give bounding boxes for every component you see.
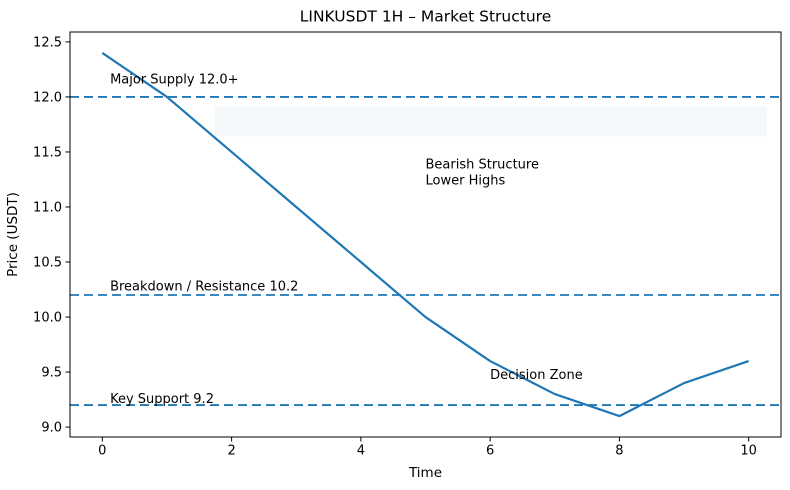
- y-tick-label-2: 10.0: [33, 311, 62, 326]
- x-tick-label-1: 2: [227, 444, 235, 459]
- faint-supply-band: [214, 106, 767, 137]
- x-tick-label-5: 10: [740, 444, 757, 459]
- price-line-0: [101, 52, 750, 418]
- y-tick-label-3: 10.5: [33, 256, 62, 271]
- bearish-structure-note-line-0: Bearish Structure: [426, 157, 539, 172]
- level-label-0: Major Supply 12.0+: [110, 73, 239, 88]
- y-tick-label-5: 11.5: [33, 145, 62, 160]
- y-tick-label-0: 9.0: [41, 421, 62, 436]
- level-label-1: Breakdown / Resistance 10.2: [110, 280, 298, 295]
- decision-zone-note: Decision Zone: [490, 368, 583, 383]
- plot-area: Major Supply 12.0+ Breakdown / Resistance…: [33, 31, 782, 459]
- x-tick-label-2: 4: [357, 444, 365, 459]
- x-tick-label-0: 0: [98, 444, 106, 459]
- y-axis-label: Price (USDT): [5, 192, 21, 277]
- level-label-2: Key Support 9.2: [110, 392, 214, 407]
- bearish-structure-note: Bearish Structure Lower Highs: [426, 157, 539, 188]
- decision-zone-note-line-0: Decision Zone: [490, 368, 583, 383]
- bearish-structure-note-line-1: Lower Highs: [426, 173, 506, 188]
- y-tick-label-1: 9.5: [41, 366, 62, 381]
- y-tick-label-6: 12.0: [33, 90, 62, 105]
- chart-title: LINKUSDT 1H – Market Structure: [300, 8, 552, 26]
- x-axis-label: Time: [408, 465, 442, 481]
- y-tick-label-4: 11.0: [33, 200, 62, 215]
- axes-spines: [69, 31, 782, 438]
- y-tick-label-7: 12.5: [33, 35, 62, 50]
- x-tick-label-3: 6: [486, 444, 494, 459]
- x-tick-label-4: 8: [615, 444, 623, 459]
